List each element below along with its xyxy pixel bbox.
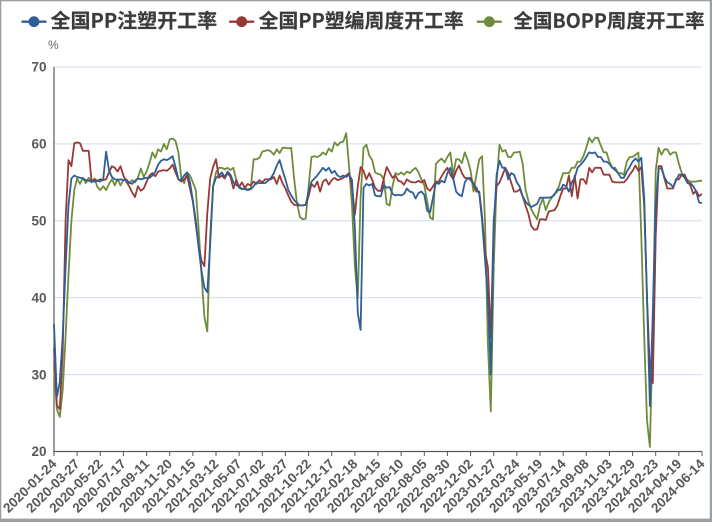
- svg-text:20: 20: [31, 444, 46, 459]
- svg-text:60: 60: [31, 137, 46, 152]
- svg-text:40: 40: [31, 290, 46, 305]
- svg-text:30: 30: [31, 367, 46, 382]
- svg-text:%: %: [48, 38, 59, 52]
- svg-text:70: 70: [31, 60, 46, 75]
- svg-text:50: 50: [31, 214, 46, 229]
